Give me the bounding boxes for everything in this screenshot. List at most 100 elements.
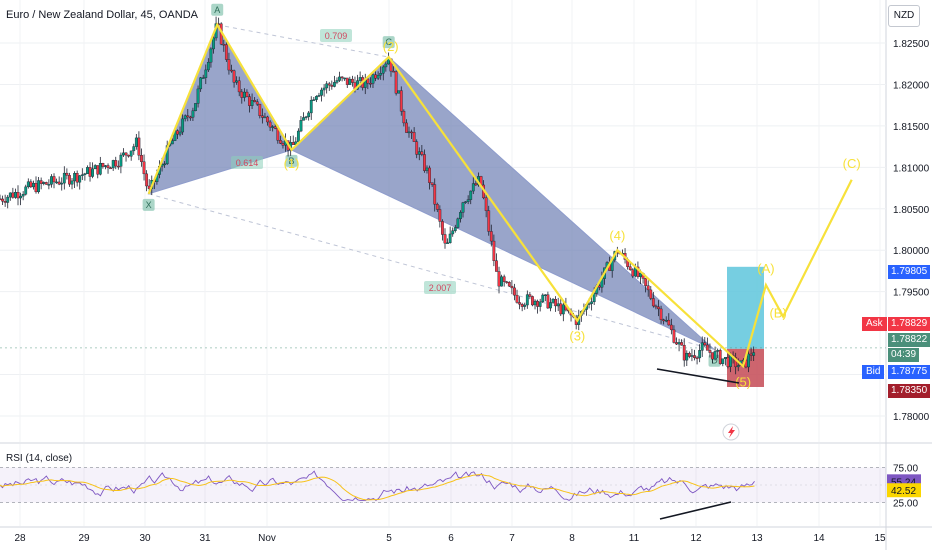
candle-body xyxy=(129,150,133,157)
candle-body xyxy=(723,357,727,359)
candle-body xyxy=(394,71,398,94)
y-tick-label: 1.80000 xyxy=(893,246,930,257)
candle-body xyxy=(711,352,714,360)
candle-body xyxy=(245,91,249,97)
candle-body xyxy=(441,221,444,235)
candle-body xyxy=(248,96,251,106)
candle-body xyxy=(538,301,542,307)
candle-body xyxy=(73,173,76,182)
rsi-divergence-line xyxy=(659,501,732,520)
candle-body xyxy=(651,298,655,307)
candle-body xyxy=(451,230,455,235)
candle-body xyxy=(747,353,750,368)
candle-body xyxy=(667,319,671,326)
elliott-wave-label: (4) xyxy=(609,228,625,243)
candle-body xyxy=(549,302,552,309)
x-tick-label: 29 xyxy=(78,533,90,544)
candle-body xyxy=(466,199,470,202)
candle-body xyxy=(675,342,678,345)
candle-body xyxy=(489,231,493,242)
candle-body xyxy=(374,74,377,79)
candle-body xyxy=(531,296,534,306)
harmonic-ratio-badge xyxy=(424,281,456,294)
candle-body xyxy=(93,165,97,170)
candle-body xyxy=(57,181,61,185)
candle-body xyxy=(291,142,295,145)
candle-body xyxy=(75,173,79,183)
candle-body xyxy=(415,141,419,155)
elliott-wave-label: (C) xyxy=(843,156,861,171)
candle-body xyxy=(713,351,717,360)
candle-body xyxy=(664,319,668,322)
candle-body xyxy=(34,183,38,193)
candle-body xyxy=(646,285,650,291)
candle-body xyxy=(0,198,2,201)
target-zone-box xyxy=(727,266,764,349)
candle-body xyxy=(78,175,82,183)
harmonic-point-badge xyxy=(211,3,224,16)
candle-body xyxy=(487,210,491,232)
elliott-wave-label: (B) xyxy=(769,306,786,321)
candle-body xyxy=(680,342,684,346)
candle-body xyxy=(716,350,720,352)
x-tick-label: Nov xyxy=(258,533,276,544)
rsi-value-tag-bg xyxy=(887,483,921,498)
elliott-wave-label: (A) xyxy=(757,261,774,276)
price-divergence-line xyxy=(656,368,740,384)
candle-body xyxy=(268,121,272,128)
candle-body xyxy=(263,116,267,119)
candle-body xyxy=(672,329,676,343)
candle-body xyxy=(559,303,563,315)
candle-body xyxy=(235,80,239,83)
chart-title: Euro / New Zealand Dollar, 45, OANDA xyxy=(6,9,198,21)
rsi-title: RSI (14, close) xyxy=(6,453,73,464)
candle-body xyxy=(497,271,501,287)
candle-body xyxy=(201,77,205,79)
candle-body xyxy=(98,163,102,175)
harmonic-point-badge xyxy=(382,36,395,49)
candle-body xyxy=(52,176,56,183)
candle-body xyxy=(495,260,498,272)
candle-body xyxy=(543,294,547,296)
elliott-wave-label: (3) xyxy=(569,329,585,344)
candle-body xyxy=(230,69,233,72)
candle-body xyxy=(376,74,380,79)
y-tick-label: 1.81500 xyxy=(893,122,930,133)
candle-body xyxy=(29,181,33,188)
lightning-icon xyxy=(728,426,735,438)
candle-body xyxy=(44,182,48,185)
elliott-wave-label: (1) xyxy=(284,156,300,171)
candle-body xyxy=(587,303,591,305)
price-value-label: 1.78822 xyxy=(888,333,931,347)
candle-body xyxy=(335,80,339,83)
candle-body xyxy=(369,82,372,85)
candle-body xyxy=(682,344,686,361)
candle-body xyxy=(392,70,395,73)
candle-body xyxy=(106,165,110,169)
candle-body xyxy=(91,168,95,177)
y-tick-label: 1.81000 xyxy=(893,163,930,174)
candle-body xyxy=(340,76,344,79)
candle-body xyxy=(464,201,467,203)
harmonic-ratio-label: 2.007 xyxy=(429,283,452,293)
x-tick-label: 14 xyxy=(813,533,825,544)
candle-body xyxy=(258,103,262,116)
candle-body xyxy=(11,192,15,198)
candle-body xyxy=(536,301,540,307)
candle-body xyxy=(6,196,10,203)
candle-body xyxy=(510,285,514,289)
candle-body xyxy=(50,176,53,185)
currency-button[interactable]: NZD xyxy=(888,5,920,27)
x-tick-label: 5 xyxy=(386,533,392,544)
candle-body xyxy=(8,192,12,198)
candle-body xyxy=(181,118,185,133)
y-tick-label: 1.79500 xyxy=(893,288,930,299)
candle-body xyxy=(176,130,179,135)
candle-body xyxy=(183,115,187,120)
candle-body xyxy=(345,77,349,85)
candle-body xyxy=(384,63,388,68)
price-value-label: 1.78829 xyxy=(888,317,931,331)
candle-body xyxy=(500,276,503,287)
candle-body xyxy=(299,120,303,132)
candle-body xyxy=(86,167,89,174)
